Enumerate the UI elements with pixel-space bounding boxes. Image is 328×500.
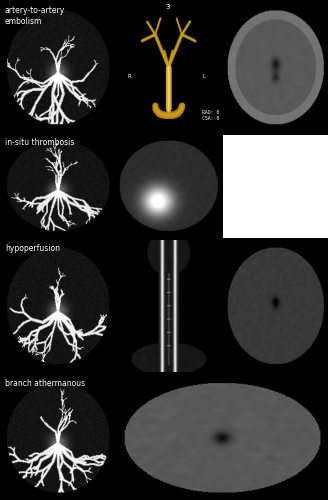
Text: artery-to-artery
embolism: artery-to-artery embolism (5, 6, 65, 26)
Text: RAO: 0
CSA: 0: RAO: 0 CSA: 0 (202, 110, 219, 121)
Text: R: R (128, 74, 131, 79)
Text: L: L (202, 74, 205, 79)
Text: 3: 3 (166, 4, 170, 10)
Text: hypoperfusion: hypoperfusion (5, 244, 60, 253)
Text: branch athermanous: branch athermanous (5, 379, 85, 388)
Text: in-situ thrombosis: in-situ thrombosis (5, 138, 74, 147)
